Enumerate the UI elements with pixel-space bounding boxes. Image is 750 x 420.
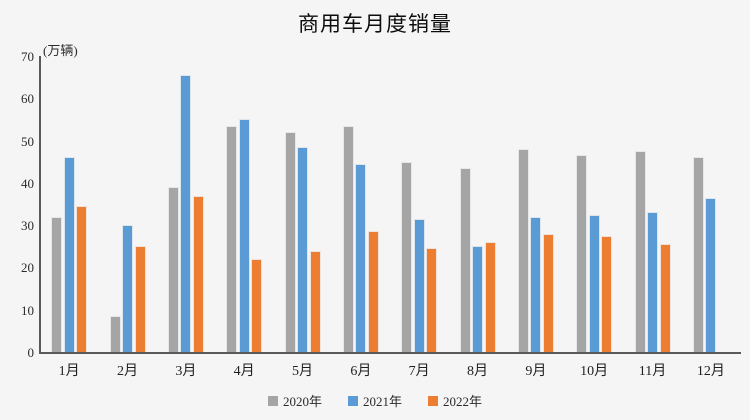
x-axis xyxy=(39,352,741,354)
y-tick-label: 10 xyxy=(21,302,34,318)
bar-group-4月 xyxy=(226,119,263,352)
bar-2020年-6月 xyxy=(342,126,354,352)
bar-2020年-12月 xyxy=(692,157,704,352)
bar-2020年-11月 xyxy=(634,151,646,352)
x-category-label: 11月 xyxy=(638,364,667,379)
x-category-label: 6月 xyxy=(350,364,372,379)
bar-2021年-2月 xyxy=(122,225,133,352)
bar-group-2月 xyxy=(109,225,146,352)
bar-group-10月 xyxy=(576,155,613,352)
bar-2020年-9月 xyxy=(517,149,529,352)
x-category-label: 7月 xyxy=(408,364,430,379)
bar-2022年-10月 xyxy=(601,236,613,352)
bar-2020年-10月 xyxy=(576,155,588,352)
bar-2021年-1月 xyxy=(63,157,75,352)
x-category-label: 12月 xyxy=(696,364,725,379)
bar-group-8月 xyxy=(459,168,496,352)
bar-2021年-12月 xyxy=(705,198,717,352)
x-category-label: 2月 xyxy=(117,364,138,379)
x-category-label: 10月 xyxy=(580,364,609,379)
legend-swatch-icon xyxy=(267,395,278,406)
bar-2021年-10月 xyxy=(588,215,600,352)
bar-2020年-3月 xyxy=(167,187,179,352)
legend-item-2022年: 2022年 xyxy=(428,391,482,410)
bar-2020年-4月 xyxy=(226,126,238,352)
bar-2021年-3月 xyxy=(180,75,192,352)
legend-item-2020年: 2020年 xyxy=(267,391,322,410)
chart-title: 商用车月度销量 xyxy=(298,12,452,36)
bar-2022年-8月 xyxy=(484,242,496,352)
y-tick-label: 50 xyxy=(21,133,34,149)
bar-2022年-7月 xyxy=(426,248,438,352)
bar-2020年-5月 xyxy=(284,132,296,352)
bar-2022年-9月 xyxy=(542,234,554,352)
legend-swatch-icon xyxy=(428,395,438,406)
y-axis-unit-label: (万辆) xyxy=(43,43,78,58)
bar-group-11月 xyxy=(634,151,671,352)
bar-2022年-1月 xyxy=(76,206,88,352)
legend-label: 2022年 xyxy=(443,394,483,409)
bar-2022年-3月 xyxy=(192,196,204,352)
bar-2020年-1月 xyxy=(51,217,63,352)
x-category-label: 5月 xyxy=(292,364,313,379)
y-tick-label: 30 xyxy=(21,218,34,234)
bar-group-9月 xyxy=(517,149,554,352)
x-category-label: 4月 xyxy=(233,364,255,379)
bar-2022年-5月 xyxy=(309,251,321,352)
x-category-label: 1月 xyxy=(58,364,80,379)
y-tick-label: 70 xyxy=(21,49,34,64)
bar-2021年-5月 xyxy=(297,147,308,352)
bar-2022年-6月 xyxy=(367,231,379,352)
bar-2021年-11月 xyxy=(647,212,658,352)
bar-2021年-9月 xyxy=(530,217,542,352)
bar-2022年-11月 xyxy=(659,244,671,352)
bar-2021年-4月 xyxy=(238,119,250,352)
bar-2021年-8月 xyxy=(472,246,483,352)
bar-group-3月 xyxy=(167,75,204,352)
bar-2022年-4月 xyxy=(251,259,263,352)
bar-group-1月 xyxy=(51,157,88,352)
x-category-label: 8月 xyxy=(467,364,488,379)
bar-2020年-2月 xyxy=(109,316,121,352)
bar-2020年-7月 xyxy=(401,162,413,352)
y-tick-label: 40 xyxy=(21,175,34,191)
bar-2020年-8月 xyxy=(459,168,471,352)
bar-2022年-2月 xyxy=(134,246,146,352)
legend-label: 2021年 xyxy=(362,394,402,409)
y-tick-label: 0 xyxy=(27,345,35,360)
legend: 2020年 2021年 2022年 xyxy=(0,391,750,410)
bar-group-5月 xyxy=(284,132,321,352)
y-axis xyxy=(39,56,41,354)
legend-swatch-icon xyxy=(347,395,358,406)
y-tick-label: 20 xyxy=(21,260,34,276)
bar-group-12月 xyxy=(692,157,729,352)
x-category-label: 3月 xyxy=(175,364,197,379)
x-category-label: 9月 xyxy=(525,364,547,379)
bar-group-7月 xyxy=(401,162,438,352)
legend-item-2021年: 2021年 xyxy=(347,391,402,410)
y-tick-label: 60 xyxy=(21,91,34,107)
bar-2021年-7月 xyxy=(413,219,425,352)
bar-group-6月 xyxy=(342,126,379,352)
bar-2021年-6月 xyxy=(355,164,367,352)
legend-label: 2020年 xyxy=(282,394,322,409)
